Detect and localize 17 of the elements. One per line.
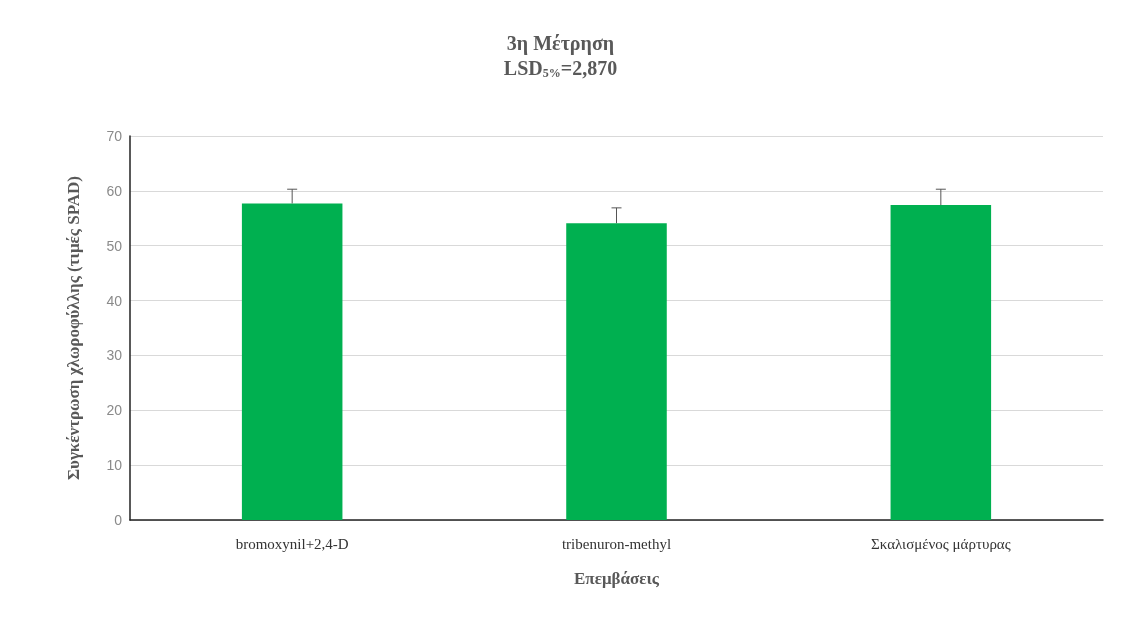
y-tick-label: 40 [106, 292, 123, 309]
y-tick-label: 10 [106, 457, 123, 474]
bar [241, 203, 343, 520]
y-tick-label: 60 [106, 182, 123, 199]
y-tick-label: 0 [114, 512, 123, 528]
x-axis-title: Επεμβάσεις [574, 569, 660, 588]
bar [890, 205, 992, 520]
y-axis-title: Συγκέντρωση χλωροφύλλης (τιμές SPAD) [64, 175, 83, 481]
y-tick-label: 50 [106, 237, 123, 254]
y-tick-label: 70 [106, 128, 123, 144]
bar [566, 223, 667, 520]
y-tick-label: 30 [106, 347, 123, 364]
chart-title: 3η Μέτρηση [506, 32, 615, 55]
x-tick-label: tribenuron-methyl [561, 535, 672, 552]
y-tick-label: 20 [106, 402, 123, 419]
x-tick-label: Σκαλισμένος μάρτυρας [871, 535, 1011, 552]
x-tick-label: bromoxynil+2,4-D [235, 535, 349, 552]
